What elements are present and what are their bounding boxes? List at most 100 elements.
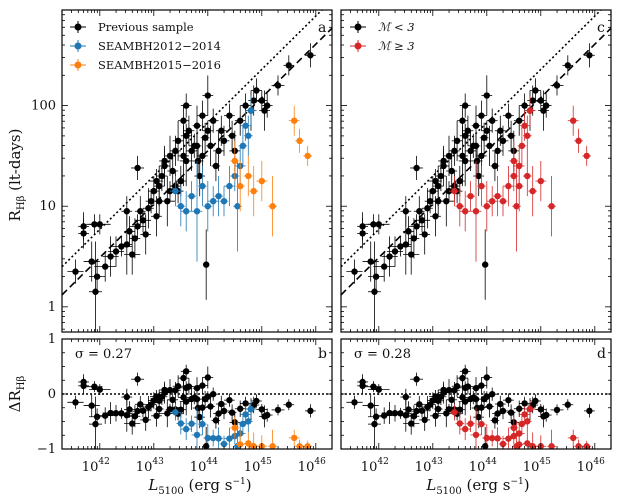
marker: [478, 420, 485, 428]
marker: [429, 187, 436, 195]
data-point-b: [227, 404, 237, 421]
data-point-d: [477, 413, 486, 436]
marker: [575, 137, 582, 145]
marker: [451, 147, 458, 155]
x-tick-label-d: 1043: [415, 457, 443, 475]
data-point-d: [410, 372, 424, 386]
marker: [147, 197, 155, 205]
data-point-c: [535, 160, 547, 202]
x-tick-label-b: 1045: [244, 457, 272, 475]
data-point-c: [459, 93, 471, 118]
data-point-a: [154, 186, 164, 217]
marker: [80, 230, 87, 237]
marker: [239, 142, 247, 150]
marker: [418, 217, 426, 224]
marker: [92, 288, 99, 295]
data-point-a: [67, 259, 84, 284]
marker: [118, 243, 125, 250]
marker: [204, 393, 211, 400]
marker: [372, 273, 380, 280]
data-point-d: [547, 429, 556, 449]
data-point-c: [503, 165, 514, 207]
marker: [472, 395, 480, 403]
marker: [199, 404, 206, 411]
marker: [96, 221, 104, 228]
data-point-c: [438, 176, 455, 227]
marker: [516, 405, 523, 412]
marker: [234, 203, 241, 210]
marker: [134, 223, 141, 230]
data-point-c: [473, 155, 485, 197]
data-point-d: [368, 408, 385, 425]
marker: [467, 147, 474, 155]
marker: [285, 401, 292, 408]
marker: [258, 177, 265, 185]
legend-marker-seamb1516: [74, 61, 82, 69]
marker: [526, 405, 534, 413]
marker: [459, 374, 466, 382]
marker: [185, 127, 193, 134]
marker: [139, 217, 147, 224]
marker: [188, 147, 195, 155]
marker: [564, 401, 571, 408]
data-point-c: [513, 105, 525, 136]
data-point-c: [486, 186, 498, 217]
marker: [437, 172, 445, 180]
marker: [92, 420, 99, 428]
marker: [183, 102, 190, 109]
marker: [583, 152, 590, 160]
marker: [397, 243, 404, 250]
marker: [153, 177, 160, 185]
marker: [462, 368, 469, 375]
marker: [134, 164, 141, 172]
marker: [245, 440, 252, 447]
marker: [543, 411, 550, 419]
data-point-c: [438, 145, 449, 187]
data-point-c: [424, 189, 436, 214]
marker: [370, 383, 377, 390]
data-point-a: [131, 155, 145, 181]
marker: [532, 87, 539, 94]
marker: [199, 420, 206, 428]
marker: [462, 398, 469, 405]
legend-label-low-mdot: ℳ̇ < 3: [378, 20, 415, 34]
marker: [237, 117, 244, 124]
marker: [269, 203, 276, 210]
data-point-c: [381, 236, 398, 277]
marker: [123, 411, 130, 419]
data-point-a: [192, 133, 202, 158]
data-point-a: [172, 120, 184, 161]
marker: [489, 434, 496, 442]
marker: [242, 400, 249, 407]
data-point-b: [251, 394, 262, 408]
marker: [183, 368, 190, 375]
data-point-a: [194, 155, 206, 197]
marker: [261, 107, 268, 114]
data-point-b: [78, 377, 89, 395]
marker: [416, 401, 423, 408]
marker: [421, 231, 428, 238]
marker: [494, 192, 501, 200]
marker: [226, 396, 233, 404]
marker: [93, 413, 101, 420]
marker: [129, 420, 136, 427]
marker: [553, 406, 561, 414]
marker: [180, 374, 187, 382]
marker: [478, 152, 485, 160]
marker: [464, 127, 472, 134]
data-point-b: [192, 392, 202, 406]
panel-letter-a: a: [318, 20, 326, 36]
data-point-c: [455, 186, 465, 227]
marker: [405, 406, 412, 413]
marker: [145, 205, 152, 212]
marker: [129, 251, 136, 258]
marker: [543, 102, 550, 109]
marker: [202, 261, 210, 268]
marker: [402, 208, 409, 215]
marker: [274, 82, 282, 89]
marker: [245, 132, 252, 139]
data-point-d: [519, 396, 530, 411]
marker: [499, 440, 507, 448]
data-point-c: [481, 75, 493, 116]
marker: [459, 152, 466, 160]
